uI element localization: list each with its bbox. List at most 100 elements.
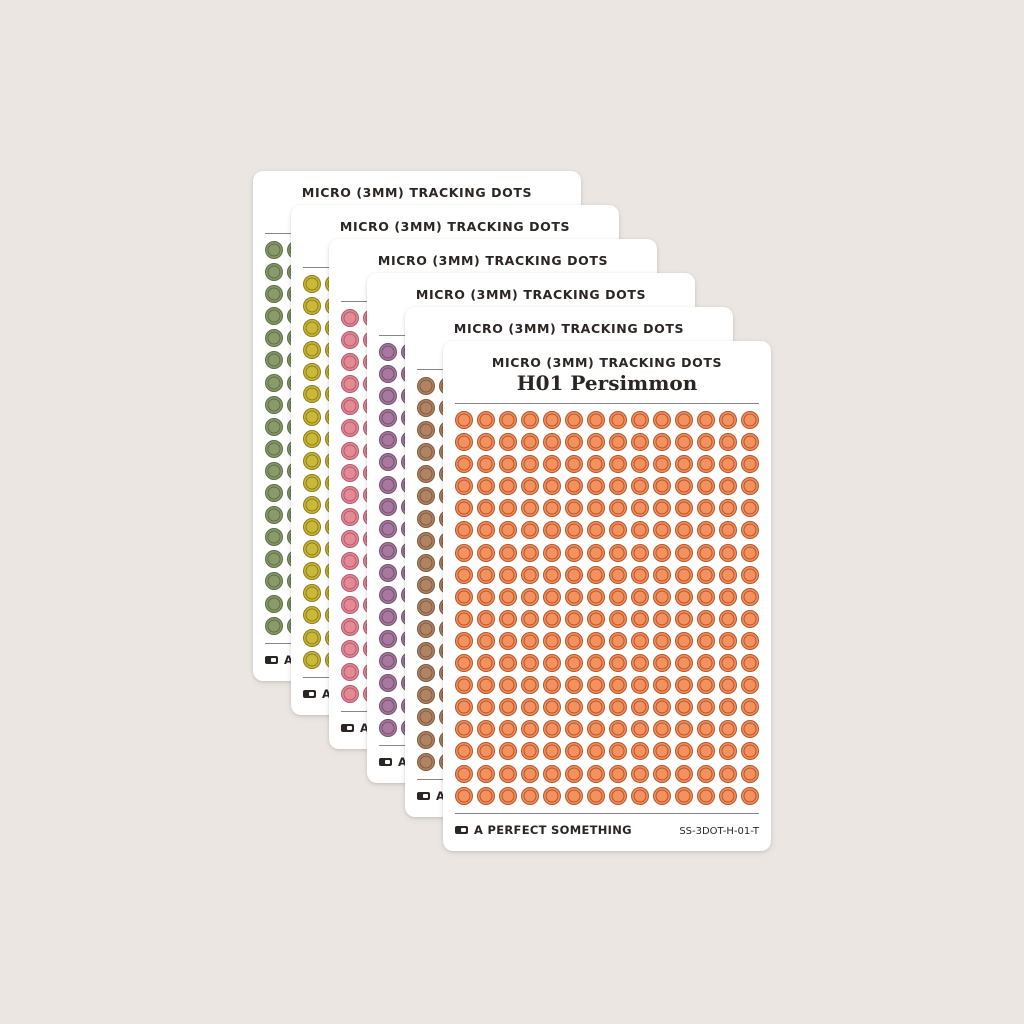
tracking-dot-sticker [499, 786, 517, 805]
tracking-dot-sticker [675, 499, 693, 518]
tracking-dot-sticker [675, 742, 693, 761]
tracking-dot-sticker [631, 587, 649, 606]
tracking-dot-sticker [741, 521, 759, 540]
tracking-dot-sticker [741, 654, 759, 673]
tracking-dot-sticker [697, 565, 715, 584]
tracking-dot-sticker [303, 473, 321, 492]
tracking-dot-sticker [303, 407, 321, 426]
tracking-dot-sticker [653, 543, 671, 562]
tracking-dot-sticker [303, 297, 321, 316]
tracking-dot-sticker [455, 609, 473, 628]
tracking-dot-sticker [499, 609, 517, 628]
tracking-dot-sticker [543, 786, 561, 805]
tracking-dot-sticker [499, 676, 517, 695]
tracking-dot-sticker [587, 499, 605, 518]
tracking-dot-sticker [455, 433, 473, 452]
tracking-dot-sticker [741, 742, 759, 761]
tracking-dot-sticker [341, 309, 359, 327]
tracking-dot-sticker [265, 528, 283, 547]
tracking-dot-sticker [379, 674, 397, 693]
tracking-dot-sticker [455, 565, 473, 584]
tracking-dot-sticker [741, 676, 759, 695]
tracking-dot-sticker [477, 587, 495, 606]
tracking-dot-sticker [341, 684, 359, 703]
brand-name: A [398, 755, 408, 769]
tracking-dot-sticker [521, 764, 539, 783]
tracking-dot-sticker [521, 720, 539, 739]
dot-grid [455, 411, 759, 805]
tracking-dot-sticker [543, 455, 561, 474]
tracking-dot-sticker [609, 654, 627, 673]
tracking-dot-sticker [455, 455, 473, 474]
tracking-dot-sticker [303, 540, 321, 559]
tracking-dot-sticker [631, 786, 649, 805]
tracking-dot-sticker [565, 543, 583, 562]
brand-mark-icon [379, 758, 392, 766]
tracking-dot-sticker [653, 411, 671, 429]
tracking-dot-sticker [741, 411, 759, 429]
tracking-dot-sticker [341, 441, 359, 460]
tracking-dot-sticker [303, 606, 321, 625]
tracking-dot-sticker [543, 477, 561, 496]
tracking-dot-sticker [417, 553, 435, 572]
tracking-dot-sticker [499, 698, 517, 717]
tracking-dot-sticker [303, 275, 321, 293]
tracking-dot-sticker [719, 676, 737, 695]
tracking-dot-sticker [417, 730, 435, 749]
tracking-dot-sticker [477, 521, 495, 540]
tracking-dot-sticker [609, 455, 627, 474]
tracking-dot-sticker [499, 565, 517, 584]
tracking-dot-sticker [631, 543, 649, 562]
tracking-dot-sticker [565, 455, 583, 474]
tracking-dot-sticker [499, 587, 517, 606]
tracking-dot-sticker [741, 720, 759, 739]
tracking-dot-sticker [587, 631, 605, 650]
tracking-dot-sticker [543, 565, 561, 584]
tracking-dot-sticker [697, 455, 715, 474]
tracking-dot-sticker [741, 609, 759, 628]
tracking-dot-sticker [417, 399, 435, 418]
tracking-dot-sticker [417, 642, 435, 661]
tracking-dot-sticker [653, 764, 671, 783]
tracking-dot-sticker [741, 499, 759, 518]
brand-name: A PERFECT SOMETHING [474, 823, 632, 837]
tracking-dot-sticker [521, 631, 539, 650]
tracking-dot-sticker [587, 698, 605, 717]
tracking-dot-sticker [521, 609, 539, 628]
tracking-dot-sticker [631, 654, 649, 673]
tracking-dot-sticker [417, 421, 435, 440]
tracking-dot-sticker [653, 720, 671, 739]
tracking-dot-sticker [587, 411, 605, 429]
tracking-dot-sticker [609, 720, 627, 739]
tracking-dot-sticker [477, 565, 495, 584]
divider [455, 403, 759, 404]
tracking-dot-sticker [697, 411, 715, 429]
product-sku: SS-3DOT-H-01-T [679, 826, 759, 837]
tracking-dot-sticker [697, 609, 715, 628]
tracking-dot-sticker [265, 572, 283, 591]
tracking-dot-sticker [521, 433, 539, 452]
tracking-dot-sticker [741, 455, 759, 474]
tracking-dot-sticker [565, 609, 583, 628]
tracking-dot-sticker [265, 241, 283, 259]
tracking-dot-sticker [265, 594, 283, 613]
tracking-dot-sticker [303, 495, 321, 514]
tracking-dot-sticker [609, 764, 627, 783]
tracking-dot-sticker [719, 433, 737, 452]
tracking-dot-sticker [609, 499, 627, 518]
tracking-dot-sticker [265, 484, 283, 503]
tracking-dot-sticker [455, 499, 473, 518]
tracking-dot-sticker [543, 676, 561, 695]
tracking-dot-sticker [653, 609, 671, 628]
tracking-dot-sticker [587, 521, 605, 540]
tracking-dot-sticker [455, 698, 473, 717]
tracking-dot-sticker [565, 720, 583, 739]
tracking-dot-sticker [341, 529, 359, 548]
tracking-dot-sticker [477, 411, 495, 429]
tracking-dot-sticker [675, 609, 693, 628]
tracking-dot-sticker [303, 429, 321, 448]
tracking-dot-sticker [341, 662, 359, 681]
tracking-dot-sticker [653, 587, 671, 606]
sheet-header: MICRO (3MM) TRACKING DOTS [377, 253, 609, 268]
tracking-dot-sticker [417, 443, 435, 462]
